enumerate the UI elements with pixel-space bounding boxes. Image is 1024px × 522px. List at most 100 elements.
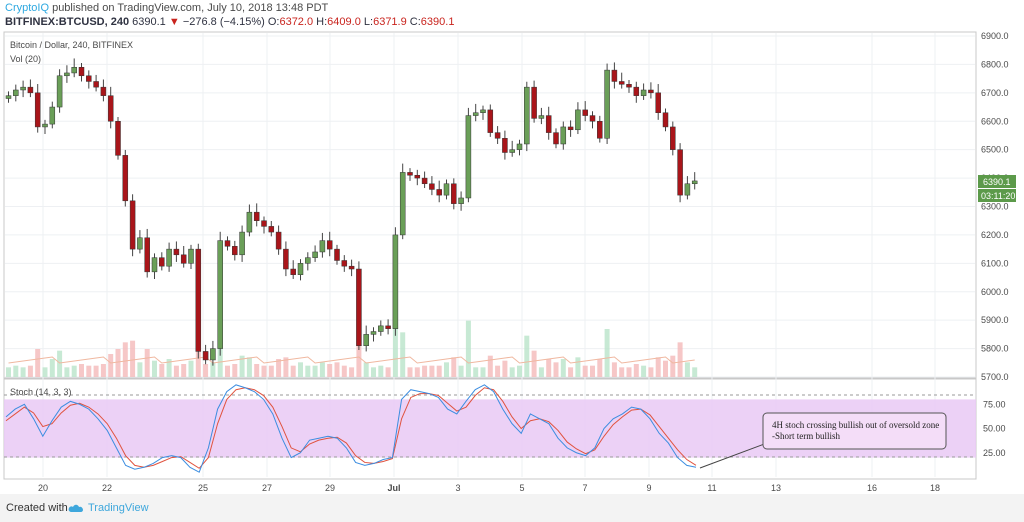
volume-bar bbox=[641, 365, 647, 377]
publish-info: CryptoIQ published on TradingView.com, J… bbox=[5, 2, 328, 14]
volume-bar bbox=[166, 359, 172, 377]
candle-body bbox=[677, 149, 683, 196]
volume-bar bbox=[122, 342, 128, 377]
annotation-box[interactable] bbox=[762, 412, 947, 450]
volume-bar bbox=[115, 349, 121, 377]
volume-bar bbox=[517, 365, 522, 377]
candle-body bbox=[319, 240, 326, 253]
volume-bar bbox=[458, 365, 464, 377]
candle-body bbox=[195, 248, 202, 352]
candle-body bbox=[618, 81, 625, 85]
candle-body bbox=[232, 246, 238, 256]
tradingview-brand-link[interactable]: TradingView bbox=[88, 502, 149, 514]
candle-body bbox=[648, 89, 654, 94]
stoch-tick-label: 25.00 bbox=[983, 448, 1006, 458]
volume-bar bbox=[210, 362, 216, 377]
time-tick-label: 16 bbox=[867, 483, 877, 493]
time-tick-label: 25 bbox=[198, 483, 208, 493]
volume-bar bbox=[203, 364, 209, 377]
volume-bar bbox=[20, 367, 26, 377]
volume-bar bbox=[225, 365, 230, 377]
candle-body bbox=[283, 248, 289, 270]
volume-bar bbox=[655, 357, 661, 377]
published-text: published on TradingView.com, July 10, 2… bbox=[49, 2, 329, 14]
candle-body bbox=[151, 257, 158, 273]
stoch-tick-label: 75.00 bbox=[983, 399, 1006, 409]
footer-bar: Created with TradingView bbox=[0, 494, 1024, 522]
volume-bar bbox=[568, 367, 574, 377]
candle-body bbox=[64, 72, 70, 77]
candle-body bbox=[392, 234, 399, 329]
candle-body bbox=[655, 92, 661, 113]
main-legend: Bitcoin / Dollar, 240, BITFINEX bbox=[10, 40, 133, 50]
volume-bar bbox=[298, 362, 303, 377]
volume-bar bbox=[363, 362, 369, 377]
stoch-legend: Stoch (14, 3, 3) bbox=[10, 387, 72, 397]
volume-bar bbox=[480, 367, 486, 377]
candle-body bbox=[487, 109, 494, 133]
open-value: 6372.0 bbox=[279, 16, 314, 28]
author-link[interactable]: CryptoIQ bbox=[5, 2, 50, 14]
annotation-line1: 4H stoch crossing bullish out of oversol… bbox=[772, 420, 939, 430]
volume-bar bbox=[611, 362, 617, 377]
volume-bar bbox=[465, 320, 471, 377]
price-axis[interactable]: 5700.0 5800.0 5900.0 6000.0 6100.0 6200.0 6300… bbox=[981, 31, 1009, 382]
volume-legend: Vol (20) bbox=[10, 54, 41, 64]
candle-body bbox=[407, 172, 413, 176]
volume-bar bbox=[371, 367, 376, 377]
candle-body bbox=[502, 138, 508, 153]
countdown-badge-text: 03:11:20 bbox=[981, 191, 1015, 201]
candle-body bbox=[202, 351, 209, 361]
price-change: −276.8 (−4.15%) bbox=[182, 16, 265, 28]
volume-bar bbox=[268, 365, 274, 377]
candle-body bbox=[472, 112, 479, 116]
candle-body bbox=[429, 183, 435, 190]
volume-bar bbox=[400, 332, 406, 377]
price-pane[interactable] bbox=[3, 31, 977, 379]
candles bbox=[5, 58, 698, 366]
stoch-axis[interactable]: 25.00 50.00 75.00 bbox=[983, 399, 1006, 458]
volume-ma-line bbox=[8, 356, 695, 364]
candle-body bbox=[312, 251, 318, 258]
candle-body bbox=[100, 86, 107, 96]
countdown-badge bbox=[978, 189, 1016, 202]
volume-bar bbox=[385, 367, 391, 377]
candle-body bbox=[662, 112, 669, 128]
candle-body bbox=[370, 331, 377, 335]
high-label: H: bbox=[316, 16, 328, 28]
volume-bar bbox=[13, 365, 19, 377]
ohlc-info: BITFINEX:BTCUSD, 240 6390.1 ▼ −276.8 (−4… bbox=[5, 16, 454, 28]
candle-body bbox=[115, 121, 121, 156]
candle-body bbox=[531, 86, 537, 119]
annotation-pointer bbox=[699, 442, 768, 469]
volume-bar bbox=[86, 365, 92, 377]
volume-bar bbox=[290, 365, 296, 377]
volume-bar bbox=[6, 367, 11, 377]
time-axis[interactable]: 20 22 25 27 29 Jul 3 5 7 9 11 13 16 18 bbox=[38, 483, 940, 493]
volume-bar bbox=[276, 359, 282, 377]
volume-bar bbox=[49, 359, 55, 377]
volume-bar bbox=[538, 367, 544, 377]
candle-body bbox=[516, 143, 523, 150]
chart-canvas[interactable]: 5700.0 5800.0 5900.0 6000.0 6100.0 6200.0 6300… bbox=[0, 30, 1024, 494]
volume-bar bbox=[677, 342, 683, 377]
candle-body bbox=[253, 211, 260, 221]
candle-body bbox=[224, 240, 231, 247]
candle-body bbox=[188, 248, 194, 264]
volume-bar bbox=[378, 365, 384, 377]
candle-body bbox=[356, 268, 362, 346]
time-tick-label: 11 bbox=[707, 483, 716, 493]
volume-bar bbox=[319, 362, 325, 377]
time-tick-label: Jul bbox=[387, 483, 400, 493]
candle-body bbox=[363, 334, 369, 346]
volume-bar bbox=[254, 364, 260, 377]
volume-bar bbox=[414, 367, 420, 377]
candle-body bbox=[297, 263, 304, 275]
candle-body bbox=[78, 67, 85, 77]
volume-bar bbox=[181, 364, 187, 377]
volume-bar bbox=[590, 365, 595, 377]
candle-body bbox=[144, 237, 150, 273]
volume-bar bbox=[582, 365, 588, 377]
tradingview-cloud-icon[interactable] bbox=[68, 503, 84, 513]
volume-bar bbox=[93, 365, 99, 377]
